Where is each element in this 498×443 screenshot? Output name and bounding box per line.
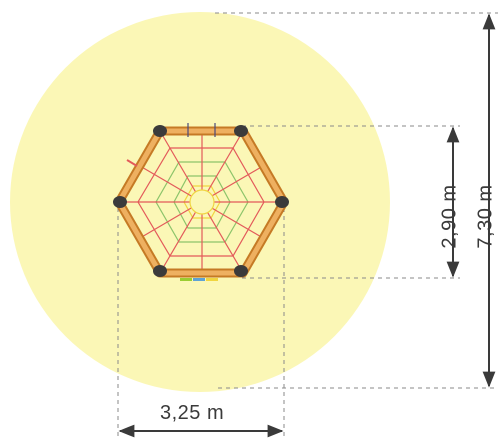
post-top-left xyxy=(153,125,167,137)
post-top-right xyxy=(234,125,248,137)
dimension-lines xyxy=(118,13,496,438)
width-dimension-label: 3,25 m xyxy=(160,402,225,424)
frame-accent-red xyxy=(126,159,138,167)
rope-web xyxy=(118,130,285,274)
post-bottom-left xyxy=(153,265,167,277)
post-right xyxy=(275,196,289,208)
extension-lines xyxy=(117,12,498,436)
inner-height-dimension-label: 2,90 m xyxy=(438,184,461,249)
post-bottom-right xyxy=(234,265,248,277)
total-height-dimension-label: 7,30 m xyxy=(474,184,497,249)
posts xyxy=(113,125,289,277)
post-left xyxy=(113,196,127,208)
ground-accents xyxy=(180,278,218,281)
